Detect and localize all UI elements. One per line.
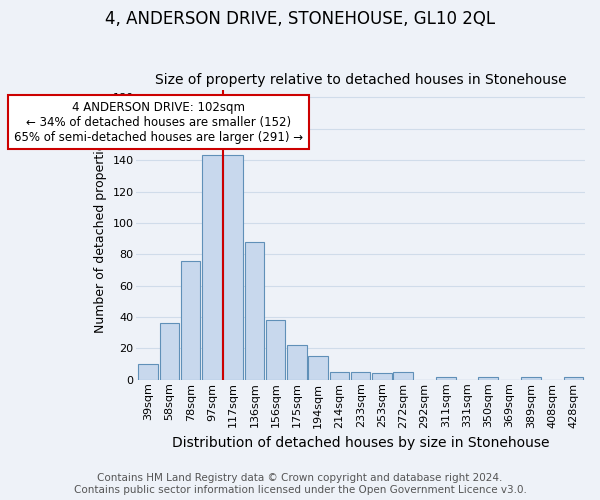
Text: 4 ANDERSON DRIVE: 102sqm
← 34% of detached houses are smaller (152)
65% of semi-: 4 ANDERSON DRIVE: 102sqm ← 34% of detach…: [14, 100, 304, 144]
Bar: [394, 372, 413, 380]
Title: Size of property relative to detached houses in Stonehouse: Size of property relative to detached ho…: [155, 73, 566, 87]
Bar: [266, 320, 286, 380]
Text: 4, ANDERSON DRIVE, STONEHOUSE, GL10 2QL: 4, ANDERSON DRIVE, STONEHOUSE, GL10 2QL: [105, 10, 495, 28]
Bar: [521, 376, 541, 380]
Bar: [351, 372, 370, 380]
Bar: [181, 260, 200, 380]
Bar: [245, 242, 264, 380]
Bar: [372, 374, 392, 380]
Bar: [329, 372, 349, 380]
Bar: [223, 156, 243, 380]
Bar: [139, 364, 158, 380]
Text: Contains HM Land Registry data © Crown copyright and database right 2024.
Contai: Contains HM Land Registry data © Crown c…: [74, 474, 526, 495]
Bar: [478, 376, 498, 380]
Bar: [287, 346, 307, 380]
Y-axis label: Number of detached properties: Number of detached properties: [94, 136, 107, 333]
Bar: [160, 324, 179, 380]
Bar: [563, 376, 583, 380]
Bar: [436, 376, 455, 380]
Bar: [202, 156, 221, 380]
Bar: [308, 356, 328, 380]
X-axis label: Distribution of detached houses by size in Stonehouse: Distribution of detached houses by size …: [172, 436, 550, 450]
